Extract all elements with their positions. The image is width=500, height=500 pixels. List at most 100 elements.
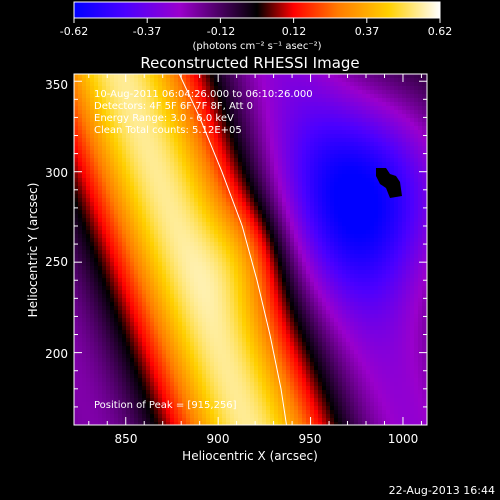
heatmap-cell [134,270,138,274]
heatmap-cell [106,154,110,158]
heatmap-cell [126,130,130,134]
heatmap-cell [330,78,334,82]
heatmap-cell [374,234,378,238]
heatmap-cell [250,230,254,234]
heatmap-cell [278,122,282,126]
heatmap-cell [142,186,146,190]
heatmap-cell [110,230,114,234]
heatmap-cell [134,106,138,110]
heatmap-cell [362,202,366,206]
heatmap-cell [322,250,326,254]
heatmap-cell [150,78,154,82]
heatmap-cell [206,122,210,126]
heatmap-cell [398,254,402,258]
heatmap-cell [242,250,246,254]
heatmap-cell [262,106,266,110]
heatmap-cell [138,174,142,178]
heatmap-cell [286,174,290,178]
heatmap-cell [186,214,190,218]
heatmap-cell [242,150,246,154]
heatmap-cell [354,206,358,210]
heatmap-cell [370,114,374,118]
heatmap-cell [118,150,122,154]
heatmap-cell [94,114,98,118]
heatmap-cell [170,106,174,110]
heatmap-cell [106,182,110,186]
heatmap-cell [250,254,254,258]
heatmap-cell [338,138,342,142]
heatmap-cell [278,110,282,114]
heatmap-cell [322,230,326,234]
heatmap-cell [226,282,230,286]
heatmap-cell [106,210,110,214]
heatmap-cell [334,126,338,130]
heatmap-cell [338,286,342,290]
heatmap-cell [218,98,222,102]
heatmap-cell [266,150,270,154]
heatmap-cell [266,266,270,270]
heatmap-cell [370,282,374,286]
heatmap-cell [390,118,394,122]
heatmap-cell [314,142,318,146]
heatmap-cell [194,110,198,114]
heatmap-cell [86,226,90,230]
heatmap-cell [306,74,310,78]
heatmap-cell [106,178,110,182]
heatmap-cell [422,138,426,142]
heatmap-cell [374,130,378,134]
heatmap-cell [286,198,290,202]
heatmap-cell [142,154,146,158]
heatmap-cell [202,134,206,138]
heatmap-cell [130,190,134,194]
heatmap-cell [110,114,114,118]
heatmap-cell [250,78,254,82]
heatmap-cell [274,202,278,206]
heatmap-cell [350,246,354,250]
heatmap-cell [266,114,270,118]
heatmap-cell [298,86,302,90]
heatmap-cell [266,238,270,242]
heatmap-cell [366,190,370,194]
heatmap-cell [226,290,230,294]
heatmap-cell [378,74,382,78]
heatmap-cell [398,130,402,134]
heatmap-cell [286,170,290,174]
heatmap-cell [318,230,322,234]
heatmap-cell [306,242,310,246]
heatmap-cell [206,158,210,162]
heatmap-cell [274,166,278,170]
heatmap-cell [98,154,102,158]
heatmap-cell [226,74,230,78]
heatmap-cell [134,242,138,246]
heatmap-cell [114,114,118,118]
heatmap-cell [334,118,338,122]
heatmap-cell [390,134,394,138]
heatmap-cell [134,90,138,94]
heatmap-cell [98,178,102,182]
heatmap-cell [162,270,166,274]
heatmap-cell [278,82,282,86]
heatmap-cell [370,190,374,194]
heatmap-cell [134,206,138,210]
heatmap-cell [282,270,286,274]
heatmap-cell [170,174,174,178]
heatmap-cell [94,254,98,258]
heatmap-cell [102,258,106,262]
heatmap-cell [86,246,90,250]
heatmap-cell [298,222,302,226]
heatmap-cell [74,122,78,126]
heatmap-cell [118,182,122,186]
heatmap-cell [134,274,138,278]
heatmap-cell [310,234,314,238]
heatmap-cell [202,130,206,134]
heatmap-cell [186,170,190,174]
heatmap-cell [178,226,182,230]
heatmap-cell [98,138,102,142]
heatmap-cell [126,134,130,138]
heatmap-cell [282,142,286,146]
heatmap-cell [250,186,254,190]
heatmap-cell [334,254,338,258]
heatmap-cell [226,258,230,262]
heatmap-cell [370,242,374,246]
heatmap-cell [118,102,122,106]
